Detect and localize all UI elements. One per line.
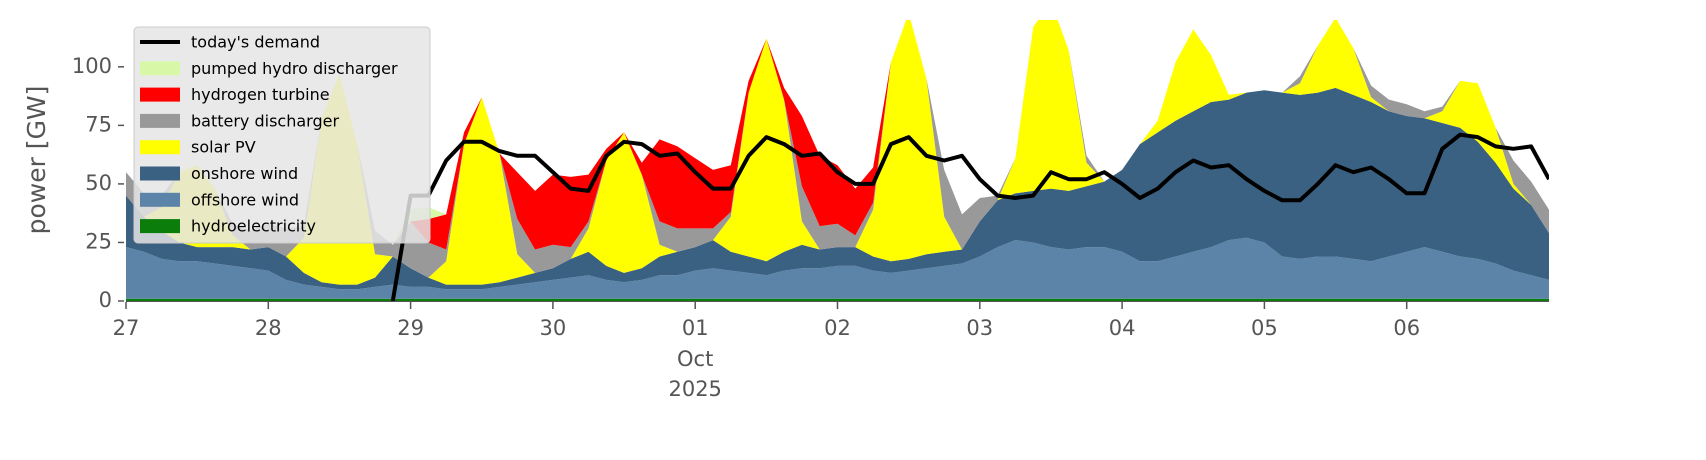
y-tick-label: 0: [99, 288, 112, 312]
legend-swatch: [140, 113, 180, 128]
legend-swatch: [140, 192, 180, 207]
legend-label: solar PV: [191, 138, 256, 157]
legend-label: hydroelectricity: [191, 217, 316, 236]
legend-swatch: [140, 219, 180, 234]
x-tick-label: 04: [1109, 316, 1136, 340]
x-tick-label: 27: [113, 316, 140, 340]
area: [126, 20, 1549, 250]
x-tick-label: 29: [397, 316, 424, 340]
y-axis-label: power [GW]: [22, 86, 51, 235]
legend-label: offshore wind: [191, 190, 299, 209]
legend: today's demand pumped hydro discharger hyd…: [133, 26, 431, 244]
x-tick-sublabel: 2025: [668, 377, 721, 401]
x-tick-label: 05: [1251, 316, 1278, 340]
legend-label: battery discharger: [191, 111, 339, 130]
legend-swatch: [140, 140, 180, 155]
x-tick-label: 30: [540, 316, 567, 340]
y-tick-label: 75: [85, 112, 112, 136]
y-tick-label: 100: [72, 54, 112, 78]
legend-label: pumped hydro discharger: [191, 59, 398, 78]
plot-area: [126, 20, 1549, 302]
area: [126, 298, 1549, 301]
x-tick-label: 02: [824, 316, 851, 340]
area: [126, 20, 1549, 278]
legend-box: [133, 26, 431, 244]
x-tick-label: 03: [966, 316, 993, 340]
area: [126, 237, 1549, 299]
area: [126, 20, 1549, 285]
x-tick-sublabel: Oct: [677, 347, 713, 371]
x-tick-label: 01: [682, 316, 709, 340]
demand-line: [390, 132, 1549, 302]
legend-swatch: [140, 61, 180, 76]
legend-swatch: [140, 166, 180, 181]
legend-label: onshore wind: [191, 164, 298, 183]
legend-swatch: [140, 87, 180, 102]
x-tick-label: 28: [255, 316, 282, 340]
legend-label: hydrogen turbine: [191, 85, 330, 104]
area: [126, 87, 1549, 290]
y-tick-label: 50: [85, 171, 112, 195]
y-tick-label: 25: [85, 229, 112, 253]
legend-label: today's demand: [191, 33, 320, 52]
x-tick-label: 06: [1393, 316, 1420, 340]
